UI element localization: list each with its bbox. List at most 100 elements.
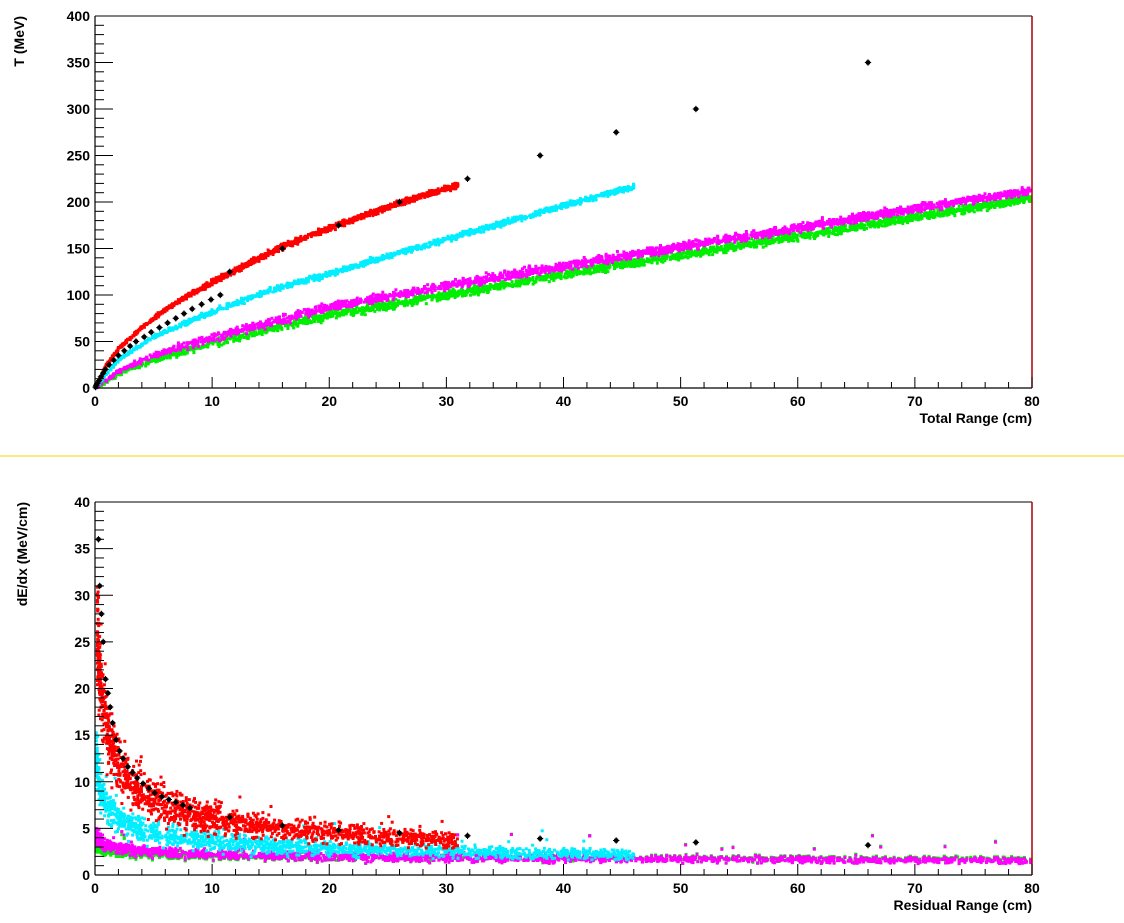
total-range-marker — [716, 241, 719, 244]
total-range-marker — [345, 304, 348, 307]
total-range-marker — [331, 315, 334, 318]
total-range-marker — [889, 209, 892, 212]
total-range-marker — [651, 261, 654, 264]
total-range-marker — [750, 245, 753, 248]
total-range-marker — [823, 222, 826, 225]
total-range-marker — [225, 334, 228, 337]
total-range-marker — [768, 236, 771, 239]
total-range-marker — [802, 228, 805, 231]
total-range-marker — [489, 279, 492, 282]
total-range-marker — [365, 306, 368, 309]
total-range-marker — [939, 208, 942, 211]
total-range-marker — [696, 247, 699, 250]
total-range-marker — [140, 360, 143, 363]
total-range-marker — [249, 327, 252, 330]
total-range-marker — [583, 269, 586, 272]
total-range-marker — [683, 245, 686, 248]
total-range-marker — [778, 238, 781, 241]
total-range-marker — [565, 266, 568, 269]
total-range-marker — [842, 222, 845, 225]
total-range-marker — [775, 233, 778, 236]
total-range-marker — [649, 248, 652, 251]
total-range-marker — [745, 243, 748, 246]
total-range-marker — [661, 261, 664, 264]
total-range-marker — [499, 277, 502, 280]
total-range-marker — [621, 266, 624, 269]
total-range-marker — [907, 206, 910, 209]
total-range-marker — [902, 212, 905, 215]
total-range-marker — [461, 285, 464, 288]
total-range-marker — [916, 217, 919, 220]
total-range-marker — [689, 242, 692, 245]
total-range-marker — [883, 210, 886, 213]
total-range-marker — [571, 268, 574, 271]
total-range-marker — [617, 265, 620, 268]
total-range-marker — [377, 293, 380, 296]
total-range-marker — [765, 244, 768, 247]
total-range-marker — [467, 282, 470, 285]
total-range-marker — [791, 239, 794, 242]
total-range-marker — [874, 221, 877, 224]
total-range-marker — [633, 258, 636, 261]
total-range-series-2 — [94, 186, 1032, 389]
total-range-marker — [563, 275, 566, 278]
total-range-marker — [314, 316, 317, 319]
total-range-marker — [152, 359, 155, 362]
total-range-marker — [416, 298, 419, 301]
total-range-marker — [865, 215, 868, 218]
total-range-marker — [438, 298, 441, 301]
total-range-marker — [725, 251, 728, 254]
total-range-marker — [381, 304, 384, 307]
total-range-marker — [315, 308, 318, 311]
total-range-marker — [261, 322, 264, 325]
total-range-marker — [659, 257, 662, 260]
total-range-marker — [797, 226, 800, 229]
total-range-marker — [1025, 197, 1028, 200]
total-range-marker — [1028, 199, 1031, 202]
total-range-marker — [448, 286, 451, 289]
total-range-marker — [855, 221, 858, 224]
total-range-marker — [445, 294, 448, 297]
total-range-marker — [812, 225, 815, 228]
total-range-marker — [1027, 187, 1030, 190]
total-range-marker — [641, 254, 644, 257]
total-range-marker — [584, 258, 587, 261]
total-range-marker — [392, 305, 395, 308]
total-range-marker — [495, 286, 498, 289]
total-range-marker — [814, 221, 817, 224]
total-range-marker — [523, 280, 526, 283]
total-range-marker — [318, 315, 321, 318]
total-range-marker — [666, 246, 669, 249]
total-range-marker — [887, 213, 890, 216]
total-range-marker — [426, 291, 429, 294]
total-range-marker — [793, 232, 796, 235]
total-range-marker — [321, 310, 324, 313]
total-range-marker — [133, 364, 136, 367]
total-range-marker — [647, 260, 650, 263]
total-range-marker — [423, 285, 426, 288]
total-range-marker — [728, 236, 731, 239]
total-range-marker — [633, 265, 636, 268]
total-range-marker — [937, 205, 940, 208]
total-range-marker — [155, 351, 158, 354]
total-range-marker — [544, 275, 547, 278]
total-range-marker — [808, 235, 811, 238]
total-range-marker — [456, 285, 459, 288]
total-range-marker — [616, 250, 619, 253]
total-range-marker — [515, 279, 518, 282]
total-range-marker — [330, 305, 333, 308]
total-range-marker — [493, 279, 496, 282]
total-range-marker — [762, 246, 765, 249]
total-range-marker — [174, 349, 177, 352]
total-range-marker — [253, 331, 256, 334]
total-range-marker — [937, 202, 940, 205]
total-range-marker — [295, 318, 298, 321]
total-range-marker — [197, 345, 200, 348]
total-range-marker — [698, 241, 701, 244]
total-range-marker — [213, 332, 216, 335]
total-range-marker — [638, 254, 641, 257]
total-range-marker — [867, 211, 870, 214]
total-range-marker — [565, 263, 568, 266]
total-range-marker — [930, 206, 933, 209]
total-range-marker — [410, 291, 413, 294]
